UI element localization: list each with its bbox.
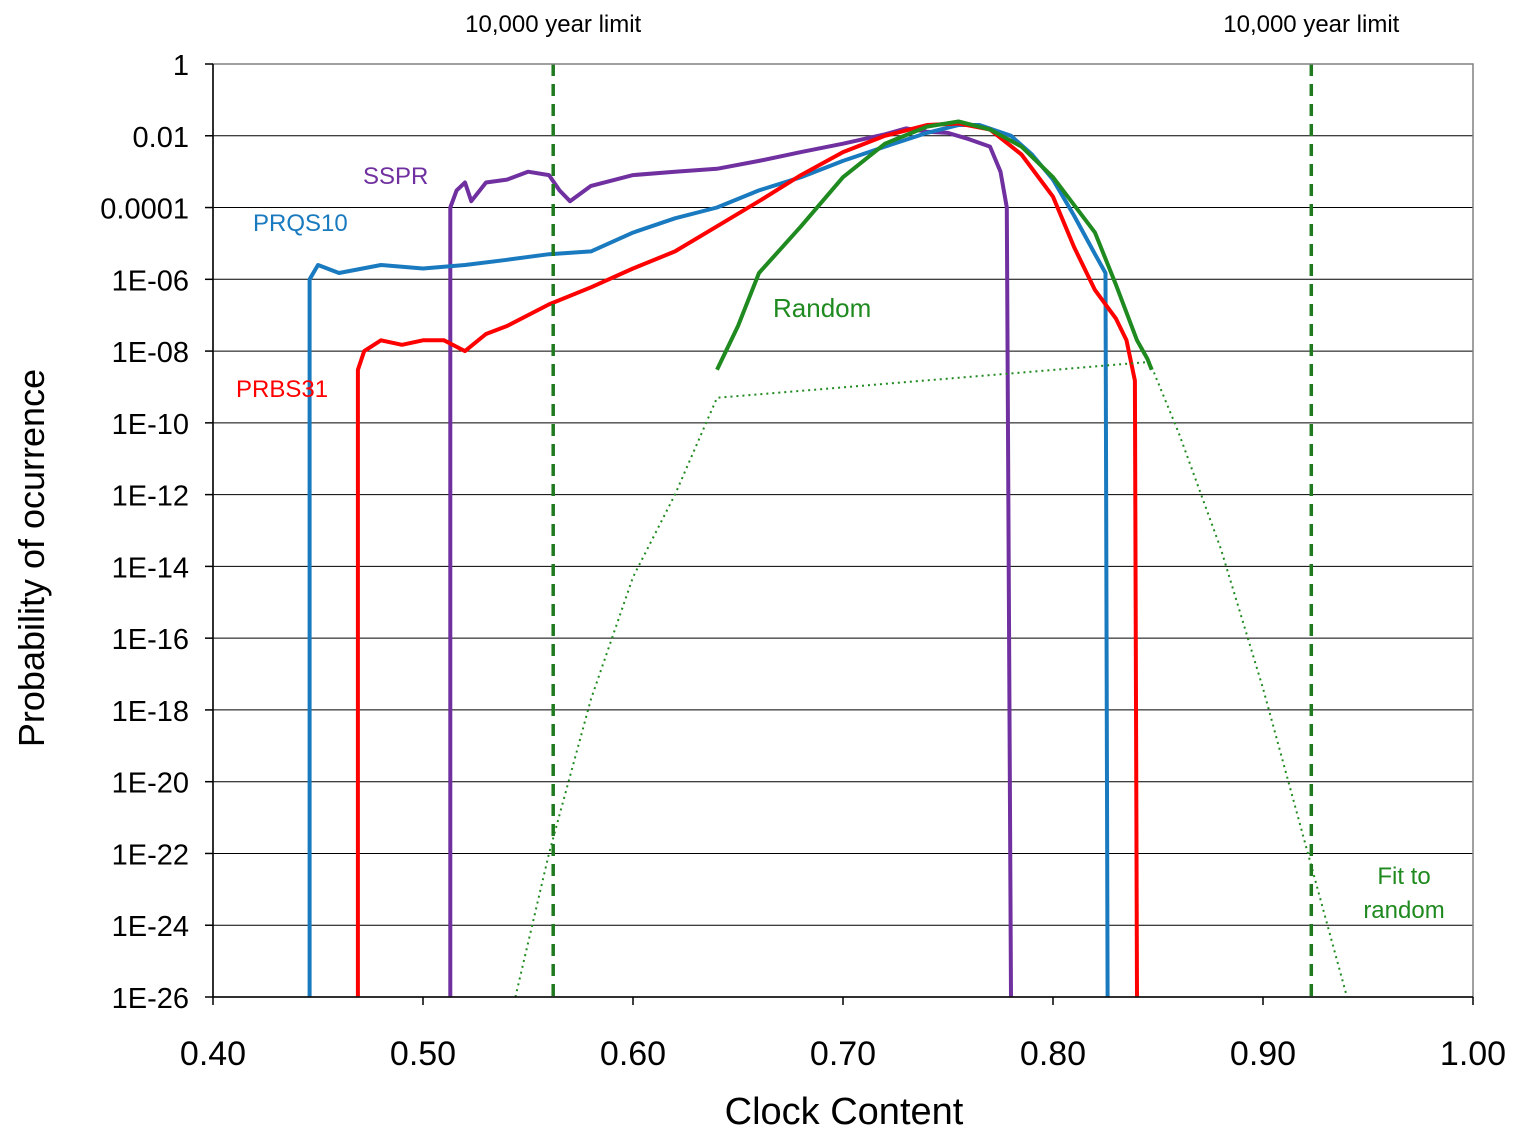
y-tick-label: 1E-26 [112, 983, 189, 1015]
y-tick-label: 1E-06 [112, 265, 189, 297]
plot-area-border [212, 63, 1474, 998]
reference-line-label-1: 10,000 year limit [465, 11, 641, 38]
axes [205, 63, 1474, 1005]
x-axis-title: Clock Content [725, 1091, 964, 1131]
annotation-label: SSPR [363, 163, 428, 190]
y-tick-label: 0.0001 [100, 194, 189, 226]
y-tick-label: 1E-08 [112, 337, 189, 369]
labels: 1 0.01 0.0001 1E-06 1E-08 1E-10 1E-12 1E-14 1E-1… [100, 11, 1506, 1073]
annotation-label: PRBS31 [236, 376, 328, 403]
y-tick-label: 1E-14 [112, 552, 189, 584]
gridlines [213, 63, 1473, 998]
y-tick-label: 0.01 [133, 122, 189, 154]
series-line-4 [715, 119, 1154, 371]
reference-line-label-2: 10,000 year limit [1223, 11, 1399, 38]
y-tick-label: 1 [173, 50, 189, 82]
x-tick-label: 0.40 [180, 1035, 246, 1073]
series-line-2 [307, 123, 1110, 998]
y-tick-label: 1E-20 [112, 768, 189, 800]
reference-lines [551, 64, 1314, 997]
y-tick-label: 1E-24 [112, 911, 189, 943]
series-line-1 [448, 126, 1013, 998]
y-tick-label: 1E-18 [112, 696, 189, 728]
annotation-label: Random [773, 293, 871, 323]
series-line-3 [355, 121, 1139, 998]
y-tick-label: 1E-12 [112, 481, 189, 513]
y-axis-title: Probability of ocurrence [11, 369, 52, 747]
x-tick-label: 0.90 [1230, 1035, 1296, 1073]
y-tick-label: 1E-22 [112, 839, 189, 871]
x-tick-label: 0.50 [390, 1035, 456, 1073]
x-tick-label: 0.70 [810, 1035, 876, 1073]
y-tick-label: 1E-16 [112, 624, 189, 656]
series-line-5 [514, 360, 1348, 998]
annotation-label: PRQS10 [253, 210, 348, 237]
x-tick-label: 0.80 [1020, 1035, 1086, 1073]
series-layer [307, 119, 1348, 998]
annotation-label: Fit to random [1363, 863, 1444, 924]
x-tick-label: 1.00 [1440, 1035, 1506, 1073]
y-tick-label: 1E-10 [112, 409, 189, 441]
x-tick-label: 0.60 [600, 1035, 666, 1073]
